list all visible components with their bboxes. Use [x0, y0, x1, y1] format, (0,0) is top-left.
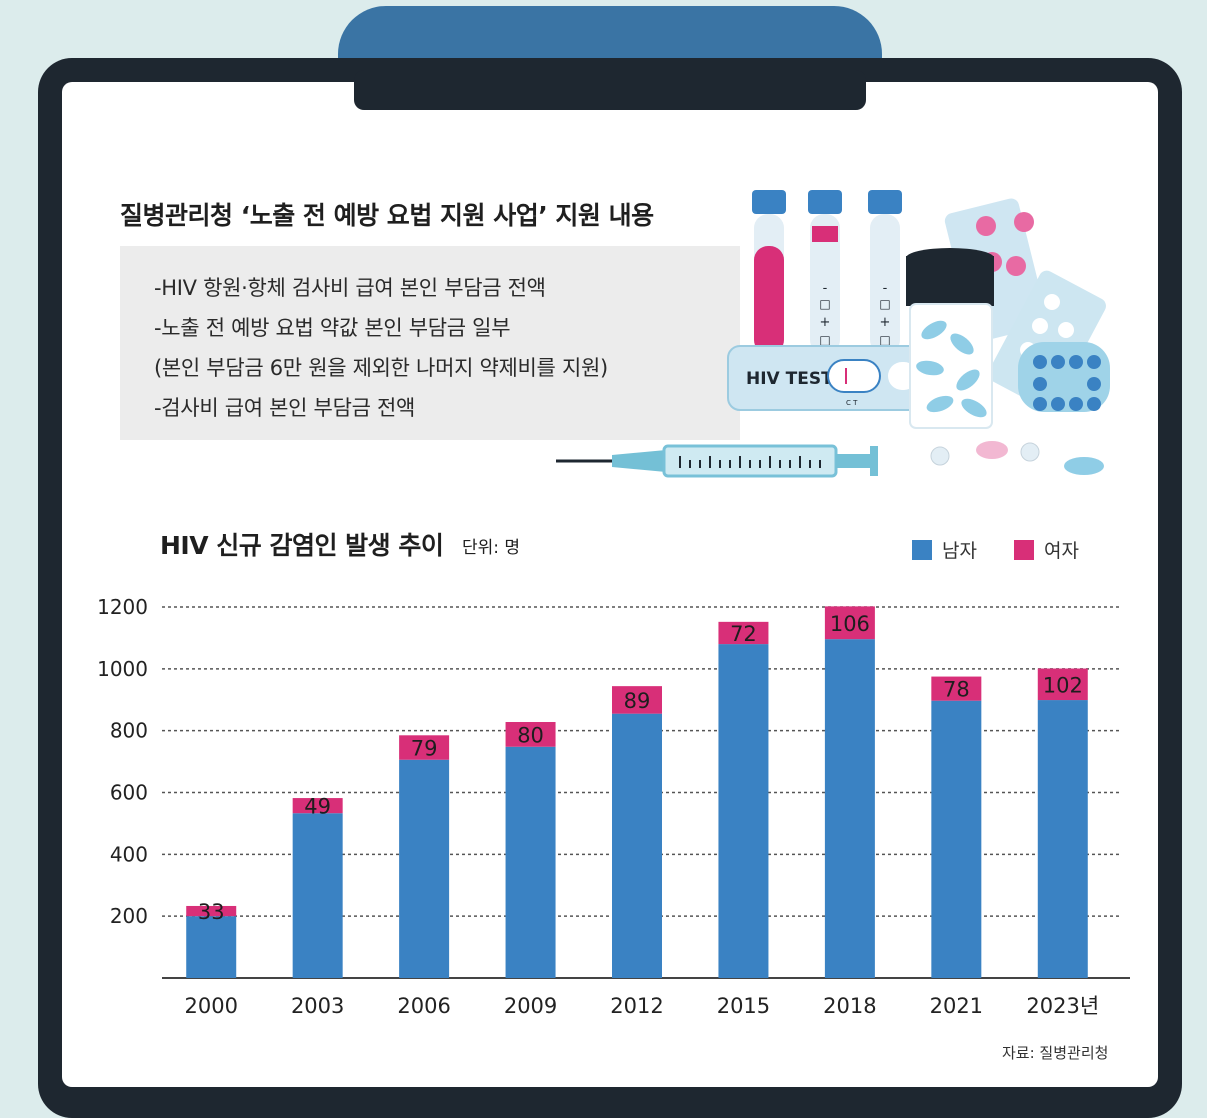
x-tick-label: 2009 — [504, 994, 557, 1018]
bar-female — [505, 722, 556, 747]
bar-female — [1037, 668, 1088, 701]
x-tick-label: 2003 — [291, 994, 344, 1018]
x-tick-label: 2012 — [610, 994, 663, 1018]
test-tube-icon: - □ + □ — [868, 190, 902, 354]
pill-bottle-icon — [906, 248, 994, 429]
bar-female — [824, 606, 875, 640]
y-tick-label: 200 — [110, 904, 148, 928]
data-label-female: 78 — [943, 678, 970, 702]
x-tick-label: 2018 — [823, 994, 876, 1018]
support-info-box — [120, 246, 740, 440]
bar-male — [1037, 700, 1088, 978]
svg-text:-: - — [823, 281, 828, 296]
pills-icon — [930, 441, 1104, 475]
legend-female: 여자 — [1014, 536, 1079, 563]
bar-female — [612, 686, 662, 714]
legend-male-label: 남자 — [942, 540, 977, 562]
support-item-4: -검사비 급여 본인 부담금 전액 — [154, 396, 416, 420]
legend-male: 남자 — [912, 536, 977, 563]
bar-male — [186, 916, 237, 978]
svg-text:-: - — [883, 281, 888, 296]
data-label-female: 79 — [411, 737, 438, 761]
y-tick-label: 800 — [110, 719, 148, 743]
data-label-female: 80 — [517, 723, 544, 747]
support-item-3: (본인 부담금 6만 원을 제외한 나머지 약제비를 지원) — [154, 356, 608, 380]
x-tick-label: 2015 — [717, 994, 770, 1018]
x-tick-label: 2000 — [184, 994, 237, 1018]
bar-female — [186, 905, 237, 917]
support-item-2: -노출 전 예방 요법 약값 본인 부담금 일부 — [154, 316, 511, 340]
legend-male-swatch — [912, 540, 932, 560]
chart-source: 자료: 질병관리청 — [1002, 1044, 1109, 1062]
legend-female-swatch — [1014, 540, 1034, 560]
y-tick-label: 1000 — [97, 657, 148, 681]
test-tube-icon — [752, 190, 786, 354]
data-label-female: 33 — [198, 900, 225, 924]
svg-text:□: □ — [819, 297, 830, 311]
bar-female — [399, 735, 450, 760]
svg-text:□: □ — [879, 333, 890, 347]
bar-male — [824, 639, 875, 978]
svg-text:□: □ — [879, 297, 890, 311]
data-label-female: 49 — [304, 795, 331, 819]
chart-unit: 단위: 명 — [462, 538, 521, 558]
svg-text:C T: C T — [846, 399, 858, 407]
bar-female — [718, 621, 769, 645]
svg-text:+: + — [880, 315, 891, 330]
svg-text:+: + — [820, 315, 831, 330]
hiv-bar-chart: 200 400 600 800 1000 1200 33 2000 49 2003 79 2006 80… — [97, 595, 1130, 1018]
hiv-test-kit-icon: HIV TEST C T — [727, 345, 941, 411]
y-tick-label: 400 — [110, 842, 148, 866]
data-label-female: 106 — [830, 612, 870, 636]
data-label-female: 89 — [624, 689, 651, 713]
pill-tray-icon — [1018, 342, 1110, 412]
medical-illustration: - □ + □ - □ + □ HIV TEST C T — [556, 190, 1110, 478]
y-tick-label: 1200 — [97, 595, 148, 619]
legend-female-label: 여자 — [1044, 540, 1079, 562]
svg-text:□: □ — [819, 333, 830, 347]
svg-text:HIV TEST: HIV TEST — [746, 369, 833, 389]
clipboard-clip-slot — [354, 70, 866, 110]
chart-title: HIV 신규 감염인 발생 추이 — [160, 531, 444, 560]
bar-male — [505, 746, 556, 978]
y-tick-label: 600 — [110, 781, 148, 805]
bar-male — [931, 700, 982, 978]
support-item-1: -HIV 항원·항체 검사비 급여 본인 부담금 전액 — [154, 276, 546, 300]
bar-male — [399, 759, 450, 978]
test-tube-icon: - □ + □ — [808, 190, 842, 354]
x-tick-label: 2021 — [930, 994, 983, 1018]
x-tick-label: 2023년 — [1026, 994, 1099, 1018]
bar-female — [931, 676, 982, 701]
data-label-female: 72 — [730, 622, 757, 646]
bar-male — [718, 644, 769, 978]
syringe-icon — [556, 444, 878, 478]
bar-male — [292, 813, 343, 978]
support-title: 질병관리청 ‘노출 전 예방 요법 지원 사업’ 지원 내용 — [120, 201, 654, 230]
bar-female — [292, 798, 343, 814]
data-label-female: 102 — [1043, 673, 1083, 697]
x-tick-label: 2006 — [397, 994, 450, 1018]
bar-male — [612, 713, 662, 978]
